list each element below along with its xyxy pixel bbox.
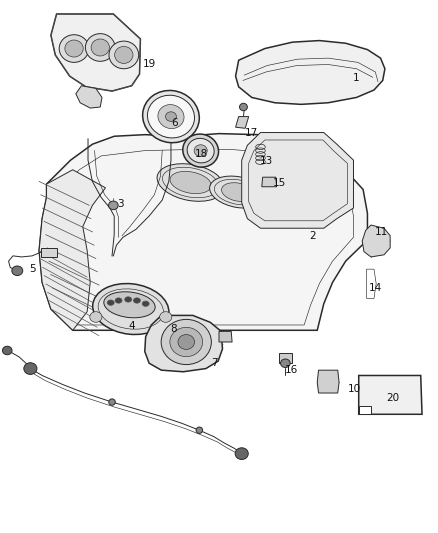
Text: 2: 2 — [310, 231, 316, 241]
Ellipse shape — [159, 312, 172, 322]
Ellipse shape — [3, 346, 12, 355]
Polygon shape — [359, 375, 422, 414]
Ellipse shape — [210, 176, 266, 208]
Ellipse shape — [178, 335, 194, 350]
Ellipse shape — [183, 134, 219, 167]
Ellipse shape — [196, 427, 203, 433]
Ellipse shape — [240, 103, 247, 111]
Text: 4: 4 — [128, 321, 135, 331]
Polygon shape — [262, 177, 277, 187]
Text: 16: 16 — [284, 365, 298, 375]
Ellipse shape — [109, 399, 115, 405]
Text: 20: 20 — [386, 393, 399, 403]
Text: 7: 7 — [211, 358, 218, 368]
Text: 14: 14 — [369, 283, 382, 293]
Polygon shape — [242, 133, 353, 228]
Ellipse shape — [142, 301, 149, 306]
Text: 1: 1 — [353, 73, 360, 83]
Ellipse shape — [12, 266, 23, 276]
Text: 3: 3 — [117, 199, 124, 209]
Polygon shape — [317, 370, 339, 393]
Ellipse shape — [157, 164, 224, 201]
Text: 13: 13 — [260, 156, 273, 166]
Ellipse shape — [65, 40, 83, 57]
Text: 19: 19 — [142, 60, 156, 69]
Ellipse shape — [170, 327, 203, 357]
Ellipse shape — [281, 359, 290, 368]
Polygon shape — [51, 14, 141, 91]
Ellipse shape — [222, 183, 254, 201]
Ellipse shape — [158, 104, 184, 128]
Ellipse shape — [107, 300, 114, 305]
Text: 10: 10 — [348, 384, 361, 394]
Text: 15: 15 — [272, 177, 286, 188]
Polygon shape — [236, 117, 249, 128]
Ellipse shape — [148, 95, 194, 138]
Ellipse shape — [115, 46, 133, 63]
Ellipse shape — [90, 312, 102, 322]
Ellipse shape — [104, 292, 155, 318]
Ellipse shape — [161, 319, 212, 365]
Ellipse shape — [166, 112, 177, 122]
Ellipse shape — [91, 39, 110, 56]
Ellipse shape — [109, 201, 118, 209]
Ellipse shape — [134, 298, 141, 303]
Polygon shape — [219, 332, 232, 342]
Ellipse shape — [24, 363, 37, 374]
Text: 6: 6 — [171, 118, 178, 128]
Polygon shape — [145, 316, 223, 372]
Ellipse shape — [85, 34, 115, 61]
Ellipse shape — [235, 448, 248, 459]
Text: 17: 17 — [245, 127, 258, 138]
Ellipse shape — [115, 298, 122, 303]
Ellipse shape — [125, 297, 132, 302]
Polygon shape — [359, 406, 371, 414]
Polygon shape — [236, 41, 385, 104]
Polygon shape — [39, 169, 106, 330]
Text: 5: 5 — [29, 264, 35, 274]
Ellipse shape — [187, 139, 214, 163]
Ellipse shape — [143, 91, 199, 143]
Ellipse shape — [109, 41, 139, 69]
Polygon shape — [39, 134, 367, 330]
Text: 8: 8 — [170, 324, 177, 334]
Ellipse shape — [170, 172, 211, 193]
Text: 18: 18 — [195, 149, 208, 159]
Ellipse shape — [93, 284, 169, 335]
Polygon shape — [362, 225, 390, 257]
Polygon shape — [41, 248, 57, 257]
Ellipse shape — [194, 145, 207, 157]
Polygon shape — [76, 86, 102, 108]
Polygon shape — [279, 353, 292, 364]
Ellipse shape — [59, 35, 89, 62]
Text: 11: 11 — [375, 227, 388, 237]
